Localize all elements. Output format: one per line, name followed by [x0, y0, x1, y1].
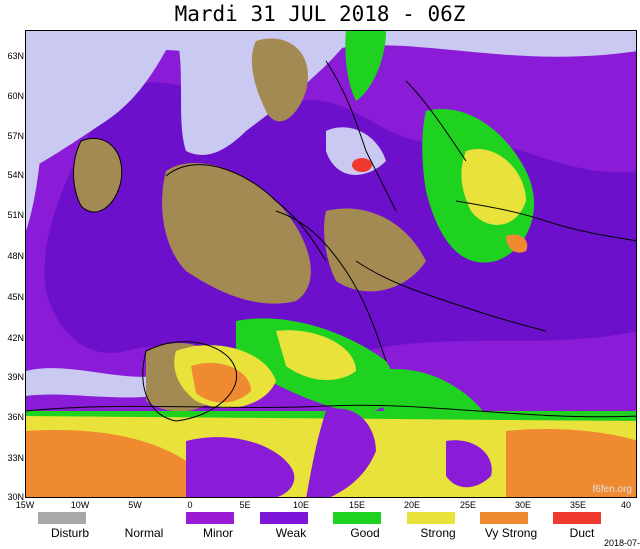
legend-swatch-weak [260, 512, 308, 524]
lat-label-54n: 54N [7, 170, 24, 180]
date-stamp: 2018-07- [603, 538, 640, 548]
legend-swatch-minor [186, 512, 234, 524]
lon-label-5e: 5E [239, 500, 251, 510]
lon-label-15w: 15W [15, 500, 35, 510]
lat-label-42n: 42N [7, 333, 24, 343]
lon-label-10e: 10E [292, 500, 309, 510]
legend-label-duct: Duct [569, 526, 595, 540]
legend-label-weak: Weak [275, 526, 307, 540]
lon-label-35e: 35E [569, 500, 586, 510]
lat-label-51n: 51N [7, 210, 24, 220]
lat-label-60n: 60N [7, 91, 24, 101]
legend-label-vy-strong: Vy Strong [484, 526, 538, 540]
lat-label-39n: 39N [7, 372, 24, 382]
legend-swatch-strong [407, 512, 455, 524]
map-title: Mardi 31 JUL 2018 - 06Z [174, 2, 466, 26]
legend-swatch-disturb [38, 512, 86, 524]
lon-label-5w: 5W [128, 500, 142, 510]
lat-label-48n: 48N [7, 251, 24, 261]
legend-swatch-vy-strong [480, 512, 528, 524]
lon-label-10w: 10W [70, 500, 90, 510]
lon-label-0: 0 [187, 500, 193, 510]
legend-swatch-duct [553, 512, 601, 524]
propagation-map [25, 30, 637, 498]
map-canvas [26, 31, 636, 497]
legend-swatch-normal [112, 512, 160, 524]
legend-label-strong: Strong [420, 526, 456, 540]
lat-label-45n: 45N [7, 292, 24, 302]
lon-label-30e: 30E [514, 500, 531, 510]
legend-label-normal: Normal [124, 526, 164, 540]
lat-label-33n: 33N [7, 453, 24, 463]
lon-label-25e: 25E [459, 500, 476, 510]
legend-label-good: Good [350, 526, 380, 540]
legend-label-minor: Minor [202, 526, 233, 540]
legend-swatch-good [333, 512, 381, 524]
lat-label-30n: 30N [7, 492, 24, 502]
legend-label-disturb: Disturb [50, 526, 89, 540]
lat-label-36n: 36N [7, 412, 24, 422]
lon-label-15e: 15E [348, 500, 365, 510]
lon-label-40: 40 [620, 500, 631, 510]
watermark: f6fen.org [592, 484, 632, 495]
lat-label-57n: 57N [7, 131, 24, 141]
lon-label-20e: 20E [403, 500, 420, 510]
lat-label-63n: 63N [7, 51, 24, 61]
